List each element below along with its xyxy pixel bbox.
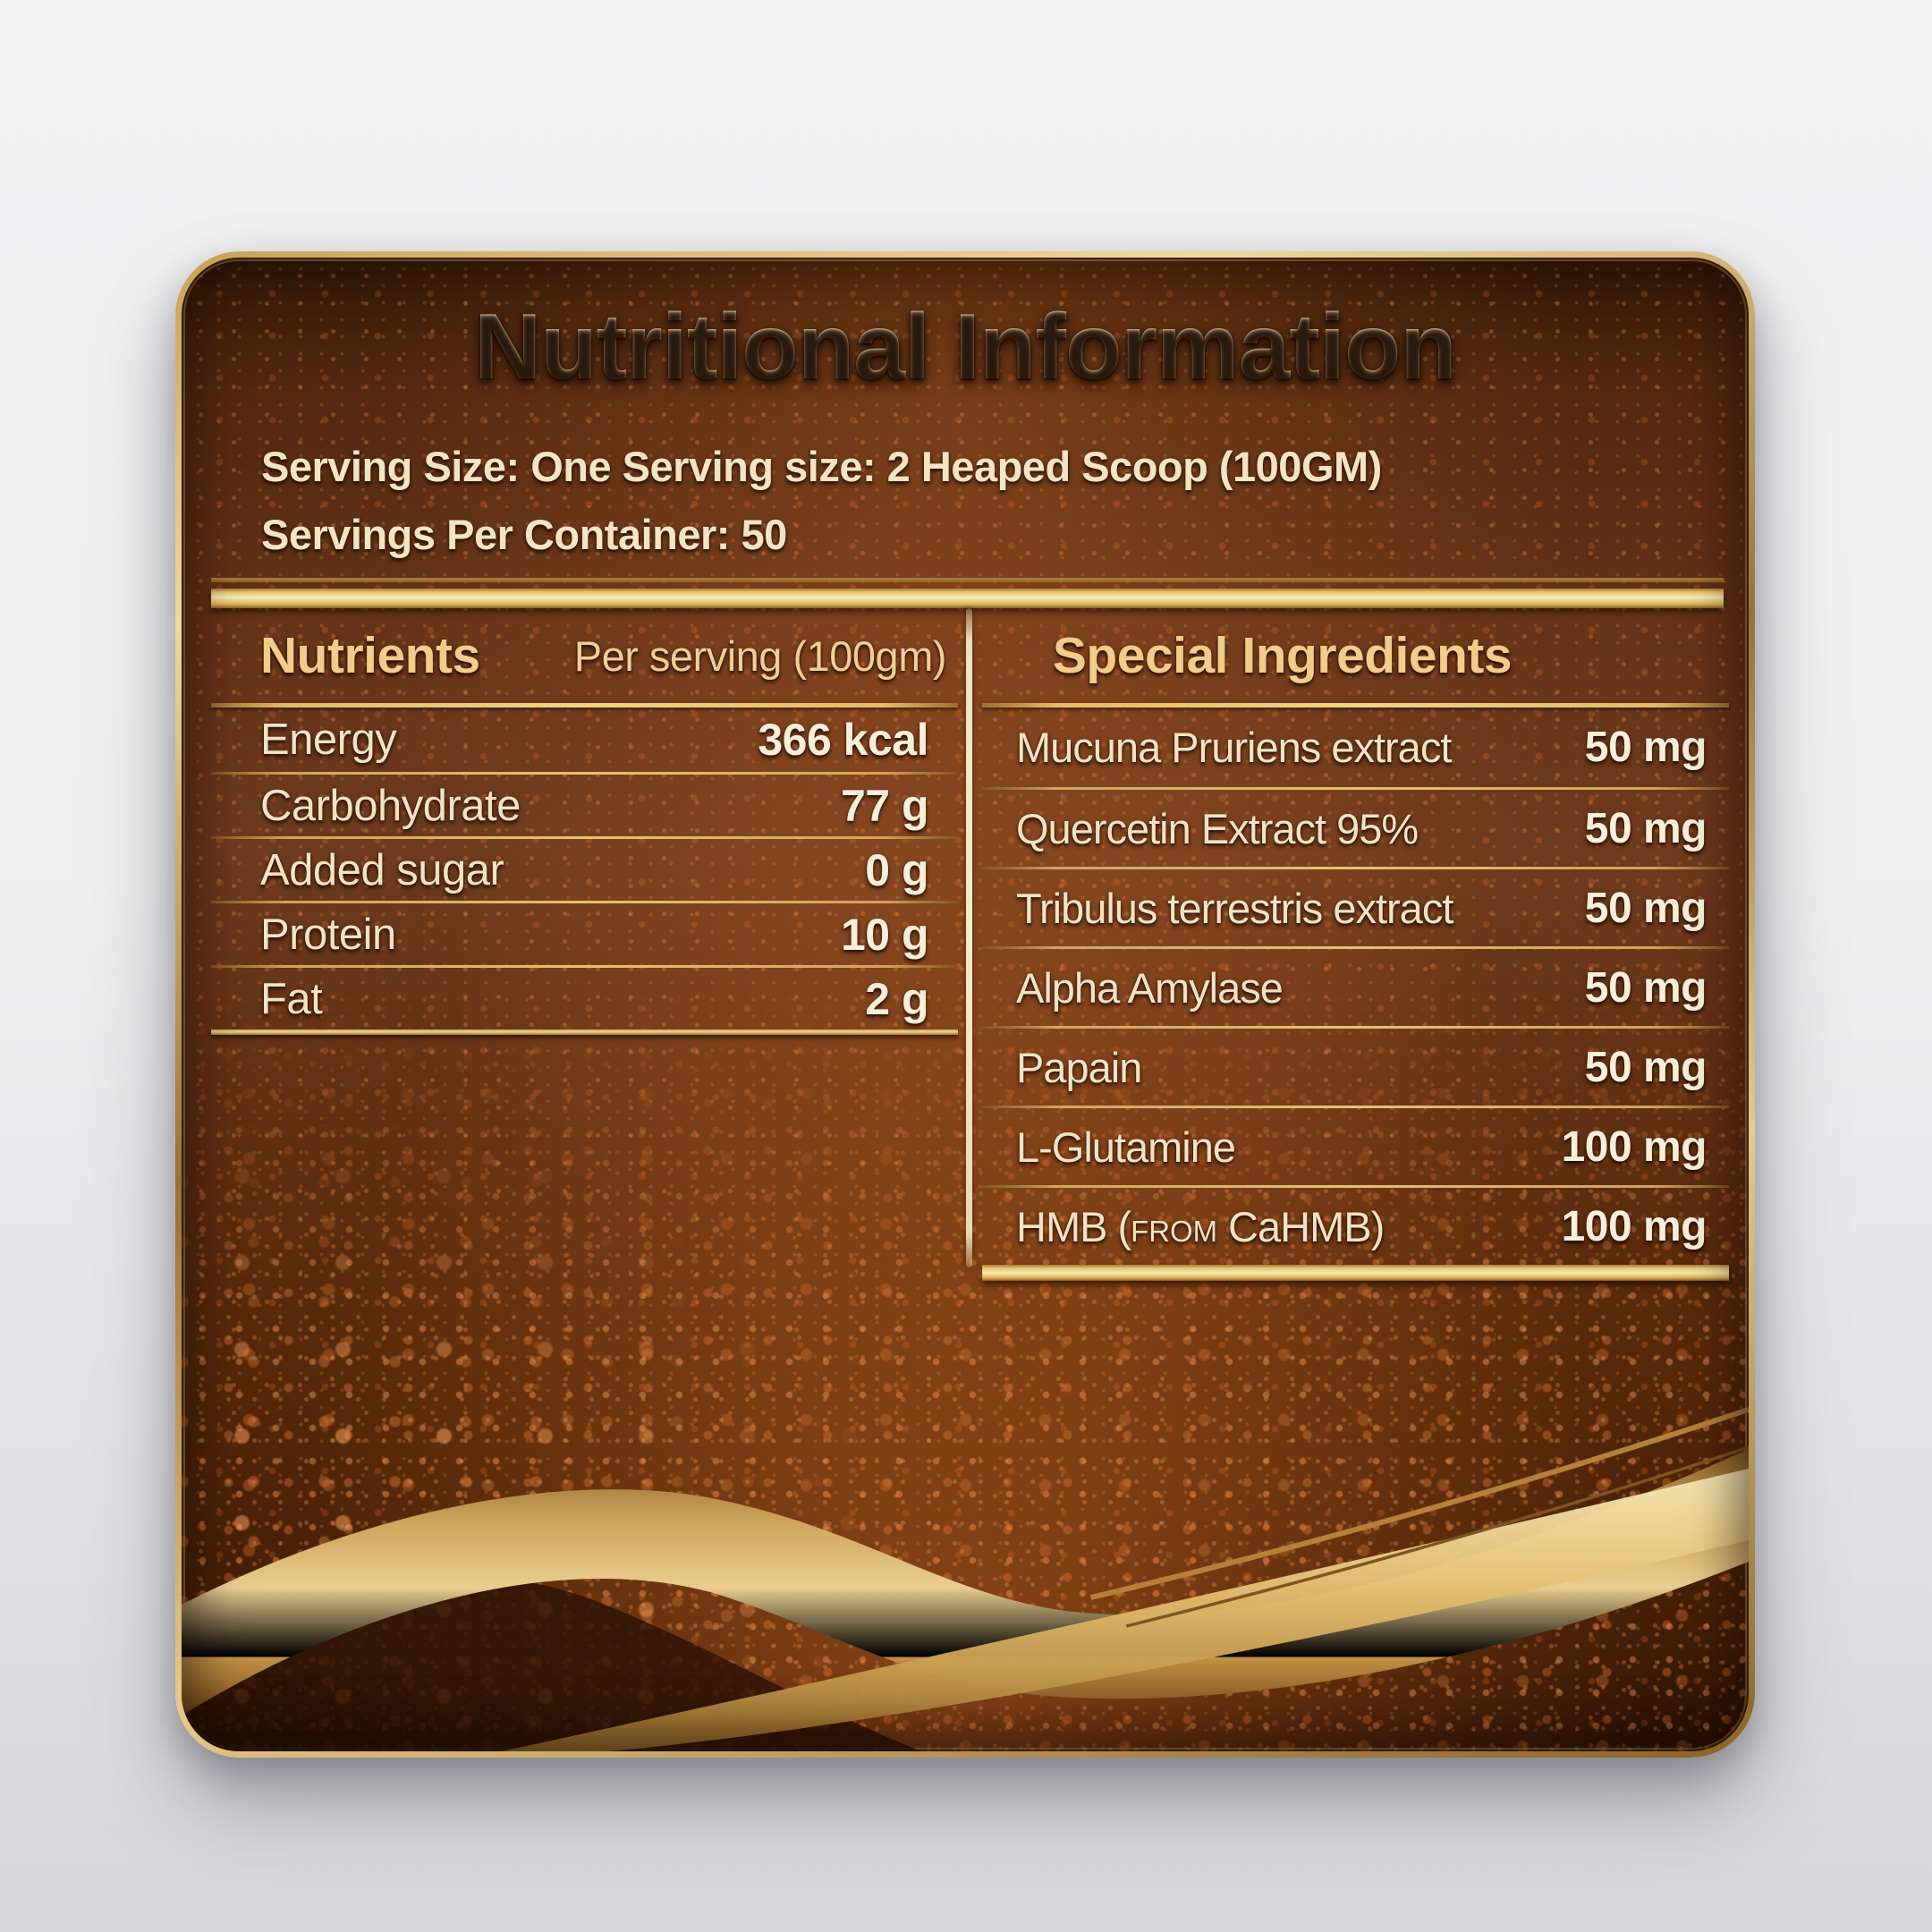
- ingredient-row-alpha-amylase: Alpha Amylase 50 mg: [982, 946, 1729, 1026]
- ingredient-row-tribulus: Tribulus terrestris extract 50 mg: [982, 867, 1729, 946]
- row-label: Fat: [260, 974, 323, 1023]
- nutrients-table-bottom-line: [211, 1030, 958, 1035]
- ingredient-name: Tribulus terrestris extract: [1016, 884, 1453, 932]
- ingredient-value: 50 mg: [1584, 963, 1707, 1012]
- header-underline: [982, 703, 1729, 708]
- table-row-protein: Protein 10 g: [211, 901, 958, 965]
- per-serving-header-label: Per serving (100gm): [573, 631, 947, 680]
- servings-per-container-line: Servings Per Container: 50: [261, 511, 787, 558]
- row-label: Carbohydrate: [260, 781, 521, 830]
- special-ingredients-table-header: Special Ingredients: [982, 608, 1729, 703]
- ingredient-name: Papain: [1016, 1043, 1142, 1091]
- ingredient-value: 50 mg: [1584, 724, 1707, 771]
- page-title: Nutritional Information: [182, 295, 1749, 399]
- row-value: 2 g: [865, 973, 928, 1024]
- row-value: 10 g: [840, 909, 929, 960]
- row-label: Protein: [260, 910, 396, 959]
- gold-ribbon-decoration: [182, 1407, 1749, 1751]
- nutrients-header-label: Nutrients: [260, 627, 480, 684]
- ingredient-name: Quercetin Extract 95%: [1016, 804, 1419, 852]
- table-row-energy: Energy 366 kcal: [211, 708, 958, 772]
- ingredient-row-mucuna: Mucuna Pruriens extract 50 mg: [982, 708, 1729, 787]
- ingredient-value: 50 mg: [1584, 804, 1707, 852]
- special-ingredients-bottom-gold-bar: [982, 1265, 1729, 1281]
- ingredient-name: Alpha Amylase: [1016, 963, 1284, 1012]
- nutrients-table-header: Nutrients Per serving (100gm): [211, 608, 958, 703]
- label-textured-background: Nutritional Information Serving Size: On…: [182, 258, 1749, 1751]
- ingredient-value: 100 mg: [1561, 1202, 1707, 1250]
- serving-info: Serving Size: One Serving size: 2 Heaped…: [261, 433, 1382, 569]
- hmb-name-suffix: CaHMB): [1216, 1202, 1385, 1250]
- row-label: Energy: [260, 716, 397, 764]
- table-row-carbohydrate: Carbohydrate 77 g: [211, 772, 958, 836]
- row-label: Added sugar: [260, 845, 504, 894]
- ingredient-value: 100 mg: [1561, 1123, 1707, 1171]
- serving-size-line: Serving Size: One Serving size: 2 Heaped…: [261, 443, 1382, 490]
- ingredient-row-quercetin: Quercetin Extract 95% 50 mg: [982, 787, 1729, 867]
- ingredient-name: Mucuna Pruriens extract: [1016, 724, 1452, 771]
- header-underline: [211, 703, 958, 708]
- row-value: 0 g: [865, 844, 928, 895]
- column-divider-line: [966, 608, 972, 1267]
- table-row-fat: Fat 2 g: [211, 965, 958, 1030]
- hmb-from-smallcaps: FROM: [1131, 1214, 1217, 1248]
- row-value: 77 g: [840, 780, 929, 831]
- nutrients-table: Nutrients Per serving (100gm) Energy 366…: [211, 608, 958, 1035]
- special-ingredients-header-label: Special Ingredients: [1052, 627, 1513, 684]
- ingredient-value: 50 mg: [1584, 884, 1707, 932]
- hmb-name-prefix: HMB (: [1016, 1202, 1131, 1250]
- table-row-added-sugar: Added sugar 0 g: [211, 836, 958, 901]
- special-ingredients-table: Special Ingredients Mucuna Pruriens extr…: [982, 608, 1729, 1281]
- ingredient-row-papain: Papain 50 mg: [982, 1026, 1729, 1106]
- ingredient-name: L-Glutamine: [1016, 1123, 1236, 1171]
- ingredient-row-l-glutamine: L-Glutamine 100 mg: [982, 1106, 1729, 1185]
- ingredient-row-hmb: HMB (FROM CaHMB) 100 mg: [982, 1185, 1729, 1265]
- ingredient-value: 50 mg: [1584, 1043, 1707, 1091]
- ingredient-name: HMB (FROM CaHMB): [1016, 1202, 1385, 1251]
- row-value: 366 kcal: [758, 715, 928, 765]
- nutrition-label-card: Nutritional Information Serving Size: On…: [175, 251, 1755, 1758]
- top-gold-divider-bar: [211, 578, 1724, 608]
